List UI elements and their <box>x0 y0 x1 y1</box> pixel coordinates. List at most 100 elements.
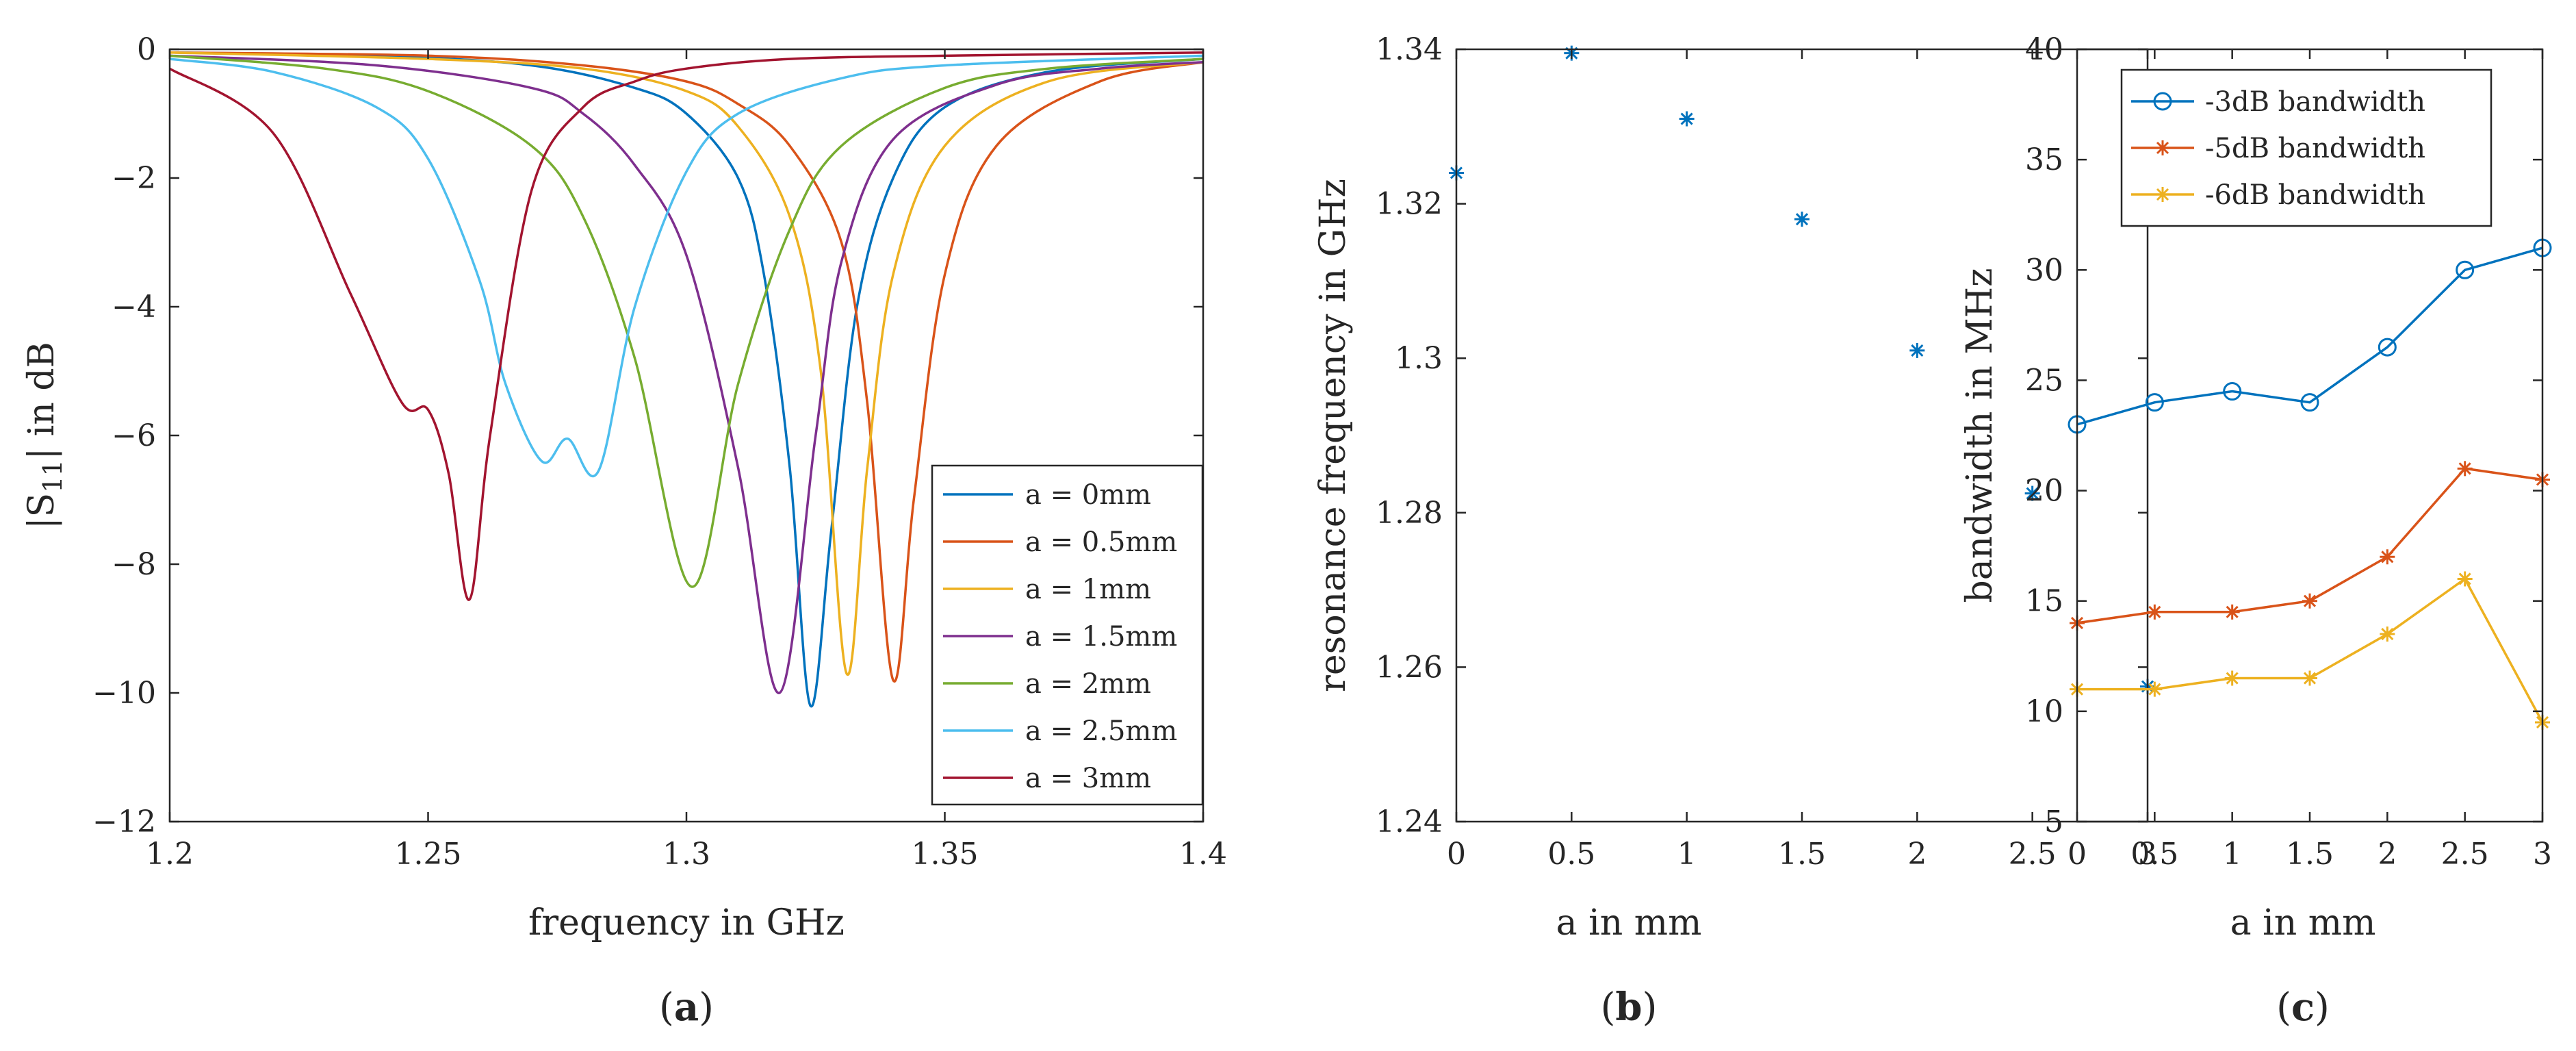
panel-c-axes-frame <box>2076 48 2544 823</box>
panel-c-caption: (c) <box>2276 985 2330 1030</box>
panel-c-y-tick-label: 35 <box>2025 142 2063 177</box>
panel-a-y-axis-label-end: | in dB <box>21 342 62 459</box>
panel-c-x-tick-label: 1.5 <box>2286 837 2334 872</box>
panel-b-caption-letter: b <box>1615 985 1642 1030</box>
panel-c-data-point <box>2302 593 2317 609</box>
panel-c-x-tick-label: 0 <box>2068 837 2087 872</box>
panel-b-y-tick-label: 1.24 <box>1376 805 1443 839</box>
panel-c-legend-label: -3dB bandwidth <box>2205 86 2425 118</box>
panel-c-y-tick-label: 40 <box>2025 32 2063 67</box>
panel-b-caption: (b) <box>1601 985 1658 1030</box>
panel-a-chart: 1.2 1.25 1.3 1.35 1.4 −12 −10 −8 −6 −4 −2 0 frequen… <box>21 32 1227 1030</box>
panel-a-y-tick-label: −4 <box>112 290 156 325</box>
panel-a-series-line-2 <box>169 51 1204 683</box>
panel-c-legend-label: -5dB bandwidth <box>2205 133 2425 164</box>
panel-b-data-point <box>1794 212 1809 227</box>
panel-a-legend-label: a = 2.5mm <box>1025 716 1177 747</box>
panel-c-data-point <box>2378 338 2397 357</box>
panel-a-series-line-4 <box>169 54 1204 694</box>
panel-b-y-tick-label: 1.26 <box>1376 650 1443 685</box>
panel-c-data-point <box>2380 626 2395 642</box>
panel-a-legend-label: a = 1mm <box>1025 574 1151 605</box>
panel-a-x-tick-label: 1.2 <box>146 837 194 872</box>
panel-b-y-axis-label: resonance frequency in GHz <box>1313 179 1354 692</box>
panel-b-x-axis-label: a in mm <box>1556 902 1702 944</box>
panel-b-y-tick-label: 1.3 <box>1395 341 1443 376</box>
panel-b-x-tick-label: 3 <box>2138 837 2157 872</box>
panel-c-caption-letter: c <box>2291 985 2315 1030</box>
panel-a-x-tick-label: 1.25 <box>395 837 462 872</box>
panel-a-x-tick-label: 1.4 <box>1179 837 1227 872</box>
panel-a-series-line-7 <box>169 51 1204 601</box>
panel-a-legend-label: a = 2mm <box>1025 668 1151 700</box>
panel-b-y-tick-label: 1.28 <box>1376 496 1443 531</box>
panel-c-y-tick-label: 5 <box>2044 805 2063 839</box>
panel-c-legend-marker <box>2153 92 2172 111</box>
panel-a-y-axis-label-subscript: 11 <box>38 459 68 492</box>
panel-b-y-tick-label: 1.34 <box>1376 32 1443 67</box>
panel-b-axes-frame <box>1455 48 2149 823</box>
panel-c-series-line-1 <box>2076 246 2543 426</box>
panel-b-x-tick-label: 0.5 <box>1547 837 1595 872</box>
panel-a-axes-frame <box>168 48 1205 823</box>
panel-a-y-tick-label: 0 <box>137 32 156 67</box>
panel-c-data-point <box>2300 393 2319 412</box>
panel-c-y-tick-label: 15 <box>2025 584 2063 619</box>
panel-c-data-point <box>2223 382 2242 401</box>
panel-c-data-point <box>2457 571 2473 587</box>
panel-b-x-tick-label: 2 <box>1907 837 1927 872</box>
panel-c-x-tick-label: 2 <box>2378 837 2397 872</box>
panel-a-x-tick-label: 1.35 <box>912 837 979 872</box>
panel-a-y-tick-label: −8 <box>112 547 156 582</box>
panel-c-series <box>2068 238 2552 730</box>
panel-a-legend-label: a = 0mm <box>1025 479 1151 511</box>
panel-a-y-tick-label: −6 <box>112 418 156 453</box>
panel-c-y-tick-label: 30 <box>2025 253 2063 288</box>
panel-c-x-axis-label: a in mm <box>2230 902 2376 944</box>
panel-c-y-tick-label: 10 <box>2025 694 2063 729</box>
panel-c-y-tick-label: 25 <box>2025 363 2063 398</box>
panel-b-x-tick-label: 1 <box>1677 837 1697 872</box>
panel-a-legend-label: a = 1.5mm <box>1025 621 1177 653</box>
panel-a-x-axis-label: frequency in GHz <box>528 902 845 944</box>
panel-a-legend-label: a = 3mm <box>1025 763 1151 794</box>
panel-c-x-tick-label: 1 <box>2223 837 2242 872</box>
panel-a-y-axis-label-main: |S <box>21 493 62 529</box>
panel-c-legend-marker <box>2155 140 2170 155</box>
panel-c-data-point <box>2380 549 2395 565</box>
panel-a-series-line-6 <box>169 54 1204 478</box>
panel-c-x-tick-label: 2.5 <box>2441 837 2489 872</box>
panel-a-y-tick-label: −12 <box>92 805 156 839</box>
panel-b-x-tick-label: 1.5 <box>1778 837 1826 872</box>
panel-b-chart: 0 0.5 1 1.5 2 2.5 3 1.24 1.26 1.28 1.3 1.32 1.34 a i… <box>1313 32 2157 1030</box>
panel-b-data-point <box>2024 485 2040 501</box>
panel-a-caption-letter: a <box>674 985 699 1030</box>
panel-a-series-line-1 <box>169 51 1204 708</box>
panel-c-legend-marker <box>2155 187 2170 202</box>
panel-c-data-point <box>2302 670 2317 686</box>
panel-b-y-tick-label: 1.32 <box>1376 187 1443 222</box>
panel-c-x-tick-label: 3 <box>2533 837 2552 872</box>
panel-c-legend: -3dB bandwidth -5dB bandwidth -6dB bandwid… <box>2120 68 2493 227</box>
panel-b-data-point <box>1679 111 1695 127</box>
panel-c-data-point <box>2147 681 2163 697</box>
panel-c-data-point <box>2456 260 2475 279</box>
panel-b-data-point <box>1909 342 1925 358</box>
panel-a-series-line-3 <box>169 51 1204 676</box>
panel-c-data-point <box>2224 604 2240 620</box>
panel-a-legend-label: a = 0.5mm <box>1025 527 1177 558</box>
panel-c-legend-label: -6dB bandwidth <box>2205 179 2425 211</box>
panel-b-x-tick-label: 2.5 <box>2009 837 2057 872</box>
panel-a-y-tick-label: −10 <box>92 676 156 711</box>
panel-a-ticks: 1.2 1.25 1.3 1.35 1.4 −12 −10 −8 −6 −4 −2 0 <box>92 32 1227 872</box>
panel-c-y-tick-label: 20 <box>2025 474 2063 509</box>
panel-c-data-point <box>2145 393 2164 412</box>
panel-a-x-tick-label: 1.3 <box>662 837 710 872</box>
panel-a-y-axis-label: |S11| in dB <box>21 342 68 529</box>
panel-a-y-tick-label: −2 <box>112 161 156 196</box>
panel-a-legend: a = 0mm a = 0.5mm a = 1mm a = 1.5mm a = 2mm a… <box>931 464 1204 806</box>
panel-c-data-point <box>2457 461 2473 477</box>
